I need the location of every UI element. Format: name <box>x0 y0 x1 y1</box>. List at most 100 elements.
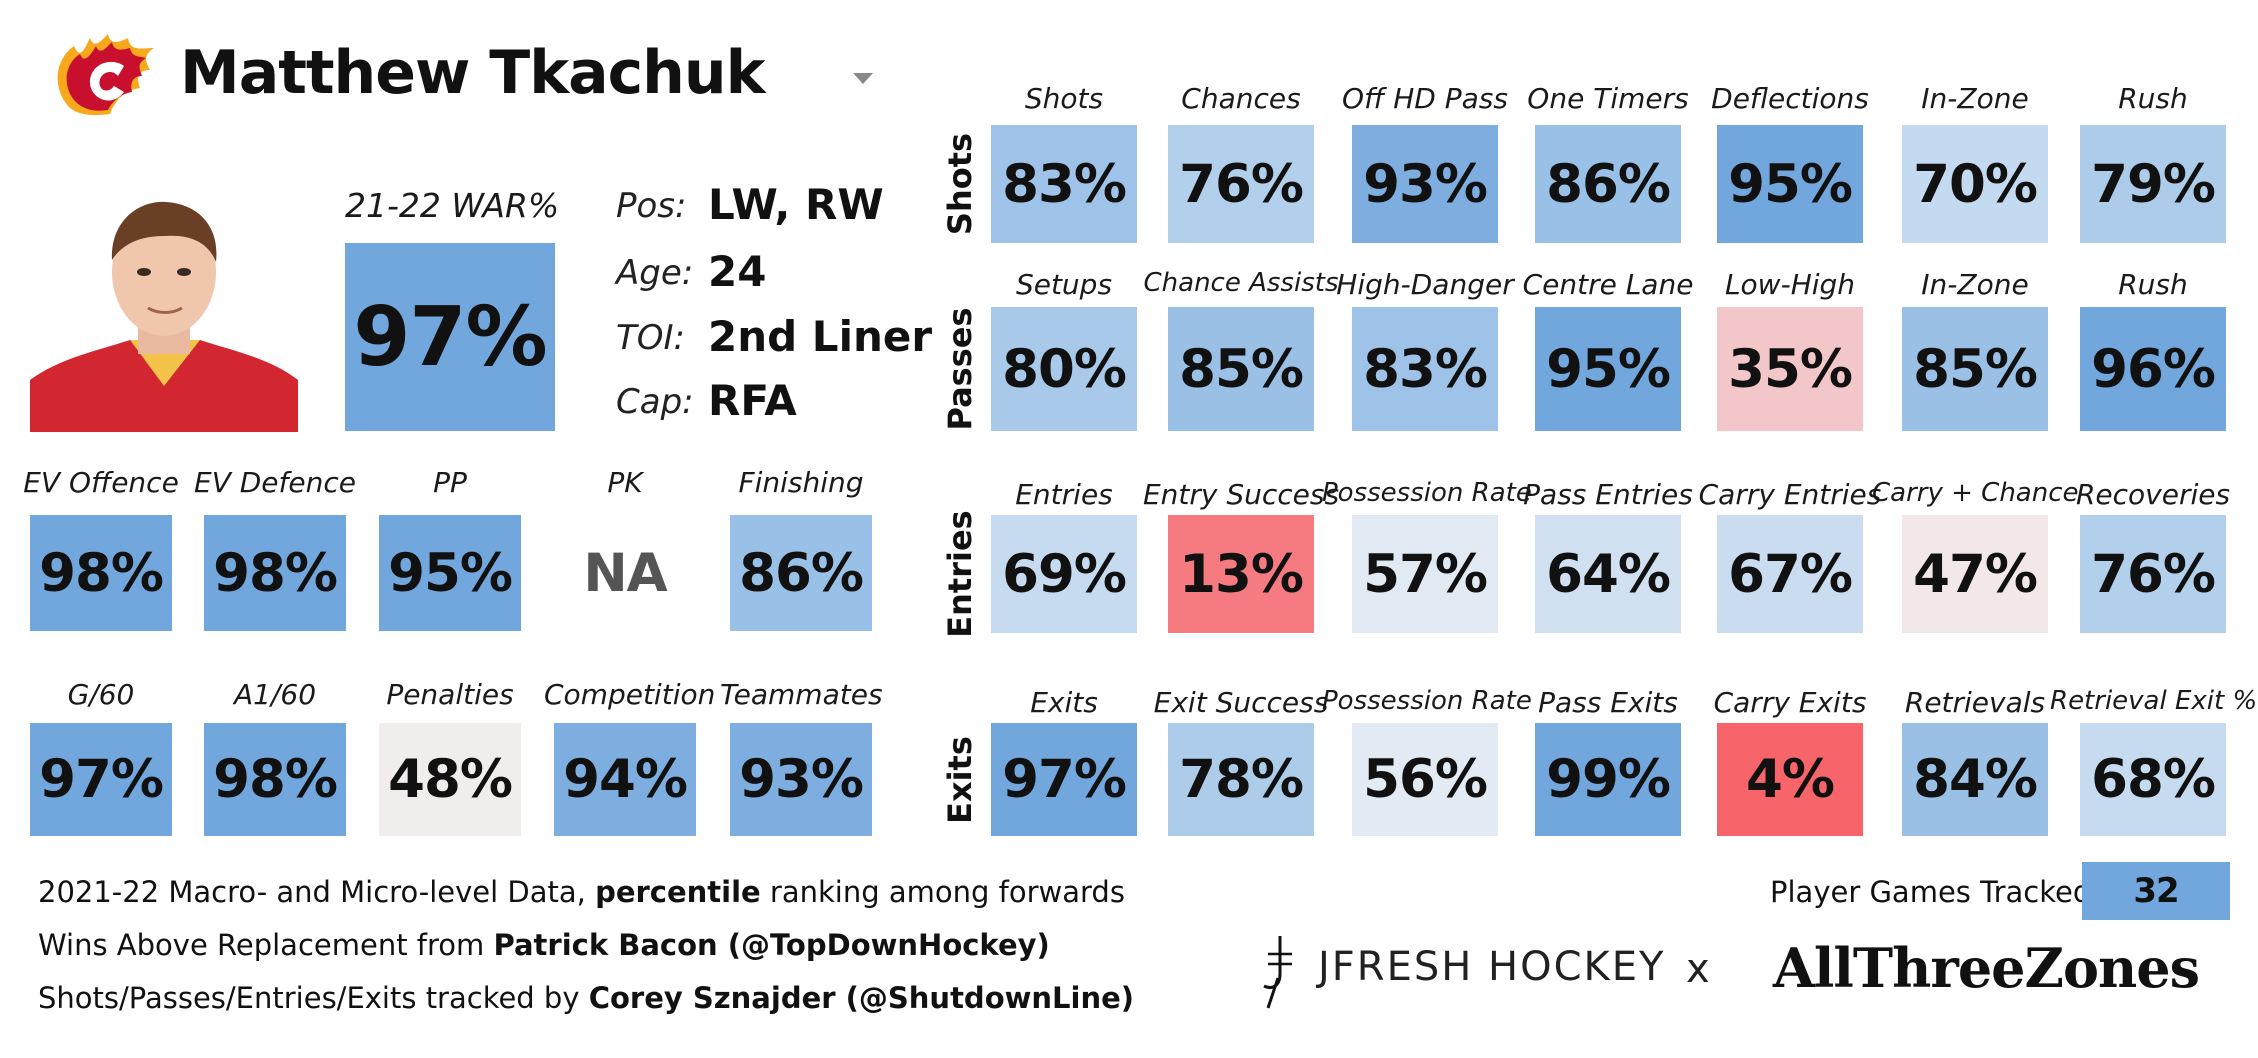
metric-tile: 78% <box>1168 723 1314 836</box>
metric-tile: 83% <box>1352 307 1498 431</box>
metric-label: Pass Entries <box>1523 478 1693 511</box>
player-name: Matthew Tkachuk <box>180 38 766 108</box>
metric-tile: 86% <box>730 515 872 631</box>
metric-tile: 35% <box>1717 307 1863 431</box>
metric-label: Carry Entries <box>1698 478 1882 511</box>
toi-value: 2nd Liner <box>708 312 933 361</box>
cap-label: Cap: <box>616 382 694 422</box>
metric-label: Possession Rate <box>1322 478 1532 508</box>
metric-tile: 94% <box>554 723 696 836</box>
metric-tile: 48% <box>379 723 521 836</box>
metric-label: PP <box>433 466 467 499</box>
metric-label: Entry Success <box>1142 478 1340 511</box>
metric-tile: 84% <box>1902 723 2048 836</box>
metric-tile: 97% <box>30 723 172 836</box>
metric-label: G/60 <box>67 678 135 711</box>
metric-label: Low-High <box>1724 268 1856 301</box>
metric-label: Centre Lane <box>1522 268 1694 301</box>
metric-tile: 83% <box>991 125 1137 243</box>
metric-label: Carry + Chance <box>1872 478 2079 508</box>
games-tracked-label: Player Games Tracked: <box>1770 875 2101 909</box>
allthreezones-brand: AllThreeZones <box>1773 936 2200 1000</box>
metric-tile: 85% <box>1902 307 2048 431</box>
age-label: Age: <box>616 253 694 293</box>
metric-label: Pass Exits <box>1538 686 1678 719</box>
metric-label: In-Zone <box>1921 268 2029 301</box>
metric-tile: 95% <box>1717 125 1863 243</box>
metric-tile: 79% <box>2080 125 2226 243</box>
metric-label: High-Danger <box>1336 268 1514 301</box>
metric-tile: 57% <box>1352 515 1498 633</box>
metric-label: Chances <box>1181 82 1301 115</box>
metric-label: EV Defence <box>194 466 356 499</box>
metric-label: Rush <box>2118 82 2188 115</box>
category-label: Passes <box>941 307 979 431</box>
dropdown-caret-icon[interactable] <box>853 70 873 84</box>
metric-tile: 93% <box>730 723 872 836</box>
pos-value: LW, RW <box>708 180 884 229</box>
metric-tile: 69% <box>991 515 1137 633</box>
metric-tile: 95% <box>1535 307 1681 431</box>
metric-tile: 47% <box>1902 515 2048 633</box>
metric-label: Deflections <box>1711 82 1869 115</box>
jfresh-logo-icon <box>1258 934 1298 1010</box>
category-label: Exits <box>941 735 979 824</box>
metric-label: Penalties <box>386 678 514 711</box>
jfresh-hockey-brand: JFRESH HOCKEY <box>1318 944 1666 990</box>
metric-tile: 70% <box>1902 125 2048 243</box>
metric-label: Entries <box>1015 478 1113 511</box>
metric-label: A1/60 <box>233 678 317 711</box>
metric-tile: 98% <box>30 515 172 631</box>
age-value: 24 <box>708 247 767 296</box>
metric-label: In-Zone <box>1921 82 2029 115</box>
toi-label: TOI: <box>616 318 686 358</box>
metric-label: Shots <box>1024 82 1104 115</box>
metric-label: Retrieval Exit % <box>2050 686 2258 716</box>
metric-label: Retrievals <box>1904 686 2046 719</box>
war-value-tile: 97% <box>345 243 555 431</box>
metric-tile: 67% <box>1717 515 1863 633</box>
metric-tile: 99% <box>1535 723 1681 836</box>
metric-label: Competition <box>544 678 716 711</box>
metric-label: Off HD Pass <box>1342 82 1508 115</box>
metric-label: Exits <box>1030 686 1098 719</box>
player-headshot <box>30 190 298 432</box>
metric-tile: 4% <box>1717 723 1863 836</box>
metric-label: Setups <box>1015 268 1113 301</box>
metric-label: Recoveries <box>2075 478 2231 511</box>
metric-tile: 85% <box>1168 307 1314 431</box>
metric-tile: 13% <box>1168 515 1314 633</box>
metric-label: One Timers <box>1527 82 1689 115</box>
footer-line-1: 2021-22 Macro- and Micro-level Data, per… <box>38 875 1125 909</box>
metric-tile: 76% <box>1168 125 1314 243</box>
category-label: Shots <box>941 132 979 236</box>
metric-tile: 56% <box>1352 723 1498 836</box>
metric-label: Rush <box>2118 268 2188 301</box>
metric-tile: 68% <box>2080 723 2226 836</box>
metric-tile: 64% <box>1535 515 1681 633</box>
metric-label: Finishing <box>738 466 864 499</box>
metric-tile: NA <box>554 515 696 631</box>
metric-label: PK <box>607 466 643 499</box>
metric-label: EV Offence <box>23 466 179 499</box>
metric-tile: 93% <box>1352 125 1498 243</box>
metric-label: Carry Exits <box>1713 686 1867 719</box>
metric-label: Teammates <box>720 678 883 711</box>
metric-tile: 86% <box>1535 125 1681 243</box>
footer-line-3: Shots/Passes/Entries/Exits tracked by Co… <box>38 981 1135 1015</box>
footer-line-2: Wins Above Replacement from Patrick Baco… <box>38 928 1050 962</box>
category-label: Entries <box>941 510 979 638</box>
cap-value: RFA <box>708 376 797 425</box>
pos-label: Pos: <box>616 186 687 226</box>
metric-tile: 96% <box>2080 307 2226 431</box>
war-label: 21-22 WAR% <box>345 186 560 225</box>
metric-tile: 97% <box>991 723 1137 836</box>
metric-tile: 98% <box>204 515 346 631</box>
metric-tile: 95% <box>379 515 521 631</box>
games-tracked-value: 32 <box>2082 862 2230 920</box>
metric-tile: 98% <box>204 723 346 836</box>
metric-label: Possession Rate <box>1322 686 1532 716</box>
flames-logo-icon <box>50 30 160 120</box>
metric-label: Exit Success <box>1153 686 1329 719</box>
metric-label: Chance Assists <box>1143 268 1339 298</box>
